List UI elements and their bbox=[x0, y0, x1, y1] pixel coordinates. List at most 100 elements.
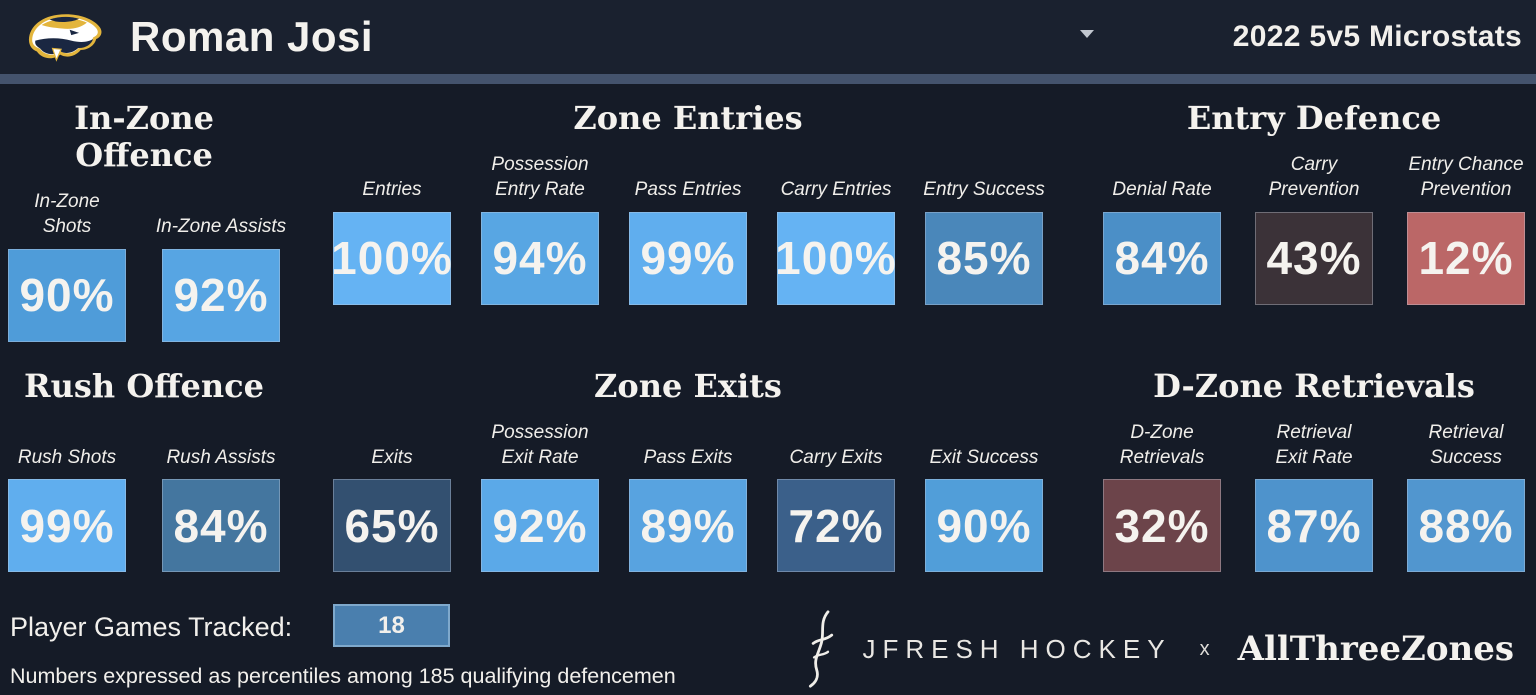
percentile-box: 87% bbox=[1255, 479, 1373, 573]
player-name: Roman Josi bbox=[130, 13, 374, 60]
games-tracked-label: Player Games Tracked: bbox=[10, 612, 293, 643]
percentile-note: Numbers expressed as percentiles among 1… bbox=[10, 664, 676, 689]
stat-label: Entry Chance Prevention bbox=[1408, 154, 1524, 201]
section-d-zone-retrievals: D-Zone Retrievals D-Zone Retrievals 32% … bbox=[1103, 366, 1525, 573]
percentile-box: 12% bbox=[1407, 211, 1525, 305]
stat-rush-assists: Rush Assists 84% bbox=[162, 414, 280, 573]
stat-label: Rush Assists bbox=[166, 446, 276, 468]
percentile-box: 65% bbox=[333, 479, 451, 573]
stats-row-offence-entries: In-Zone Offence In-Zone Shots 90% In-Zon… bbox=[0, 100, 1536, 342]
stat-label: In-Zone Assists bbox=[155, 215, 287, 237]
stat-label: Denial Rate bbox=[1112, 179, 1212, 201]
stat-label: Possession Entry Rate bbox=[491, 154, 589, 201]
percentile-box: 99% bbox=[629, 211, 747, 305]
section-title: Zone Exits bbox=[594, 366, 782, 405]
stat-label: In-Zone Shots bbox=[34, 191, 100, 237]
stat-entries: Entries 100% bbox=[331, 147, 453, 305]
percentile-value: 65% bbox=[344, 499, 440, 552]
percentile-value: 99% bbox=[640, 232, 736, 285]
percentile-value: 94% bbox=[492, 232, 588, 285]
stats-row-rush-exits: Rush Offence Rush Shots 99% Rush Assists… bbox=[0, 366, 1536, 573]
stat-pass-exits: Pass Exits 89% bbox=[629, 414, 747, 573]
percentile-value: 84% bbox=[173, 499, 269, 552]
percentile-value: 99% bbox=[19, 499, 115, 552]
games-tracked-value: 18 bbox=[378, 611, 405, 639]
stat-label: Carry Entries bbox=[780, 179, 892, 201]
percentile-value: 100% bbox=[775, 232, 897, 285]
percentile-value: 88% bbox=[1418, 499, 1514, 552]
percentile-value: 12% bbox=[1418, 232, 1514, 285]
percentile-value: 90% bbox=[936, 499, 1032, 552]
header: Roman Josi 2022 5v5 Microstats bbox=[0, 0, 1536, 84]
percentile-box: 89% bbox=[629, 479, 747, 573]
stat-possession-entry-rate: Possession Entry Rate 94% bbox=[481, 147, 599, 305]
section-in-zone-offence: In-Zone Offence In-Zone Shots 90% In-Zon… bbox=[0, 99, 286, 342]
stat-denial-rate: Denial Rate 84% bbox=[1103, 147, 1221, 305]
stat-label: D-Zone Retrievals bbox=[1119, 422, 1205, 468]
percentile-box: 94% bbox=[481, 211, 599, 305]
stat-carry-exits: Carry Exits 72% bbox=[777, 414, 895, 573]
percentile-value: 85% bbox=[936, 232, 1032, 285]
percentile-box: 90% bbox=[8, 248, 126, 342]
stat-label: Possession Exit Rate bbox=[491, 422, 589, 468]
stat-carry-prevention: Carry Prevention 43% bbox=[1255, 147, 1373, 305]
section-title: Rush Offence bbox=[24, 366, 264, 405]
stat-label: Pass Exits bbox=[643, 446, 733, 468]
percentile-box: 100% bbox=[775, 211, 897, 305]
jfresh-wordmark: JFRESH HOCKEY bbox=[862, 633, 1172, 664]
percentile-box: 84% bbox=[1103, 211, 1221, 305]
stat-label: Exit Success bbox=[929, 446, 1039, 468]
stat-label: Carry Prevention bbox=[1268, 154, 1360, 201]
branding: JFRESH HOCKEY x AllThreeZones bbox=[805, 608, 1514, 690]
stat-in-zone-shots: In-Zone Shots 90% bbox=[8, 184, 126, 342]
stat-exits: Exits 65% bbox=[333, 414, 451, 573]
percentile-box: 92% bbox=[481, 479, 599, 573]
section-title: Entry Defence bbox=[1186, 99, 1442, 137]
stat-pass-entries: Pass Entries 99% bbox=[629, 147, 747, 305]
section-zone-entries: Zone Entries Entries 100% Possession Ent… bbox=[331, 99, 1045, 305]
percentile-value: 92% bbox=[173, 269, 269, 322]
jfresh-logo-icon bbox=[809, 610, 834, 688]
chevron-down-icon[interactable] bbox=[1080, 30, 1094, 38]
stat-entry-success: Entry Success 85% bbox=[923, 147, 1045, 305]
stat-label: Exits bbox=[371, 446, 413, 468]
team-logo-predators-icon bbox=[28, 13, 102, 62]
stat-label: Carry Exits bbox=[789, 446, 883, 468]
stat-label: Retrieval Success bbox=[1428, 422, 1504, 468]
stat-entry-chance-prevention: Entry Chance Prevention 12% bbox=[1407, 147, 1525, 305]
stat-label: Retrieval Exit Rate bbox=[1275, 422, 1353, 468]
section-title: Zone Entries bbox=[573, 99, 803, 137]
percentile-value: 87% bbox=[1266, 499, 1362, 552]
percentile-box: 92% bbox=[162, 248, 280, 342]
stat-possession-exit-rate: Possession Exit Rate 92% bbox=[481, 414, 599, 573]
percentile-box: 100% bbox=[331, 211, 453, 305]
percentile-box: 88% bbox=[1407, 479, 1525, 573]
stat-label: Rush Shots bbox=[17, 446, 117, 468]
stat-label: Entries bbox=[362, 179, 422, 201]
percentile-box: 99% bbox=[8, 479, 126, 573]
section-title: In-Zone Offence bbox=[74, 99, 214, 174]
stat-carry-entries: Carry Entries 100% bbox=[775, 147, 897, 305]
stat-d-zone-retrievals: D-Zone Retrievals 32% bbox=[1103, 414, 1221, 573]
section-title: D-Zone Retrievals bbox=[1153, 366, 1475, 405]
percentile-value: 90% bbox=[19, 269, 115, 322]
section-entry-defence: Entry Defence Denial Rate 84% Carry Prev… bbox=[1103, 100, 1525, 305]
allthreezones-wordmark: AllThreeZones bbox=[1237, 629, 1514, 670]
percentile-box: 84% bbox=[162, 479, 280, 573]
stat-rush-shots: Rush Shots 99% bbox=[8, 414, 126, 573]
stat-label: Entry Success bbox=[923, 179, 1045, 201]
footer: Player Games Tracked: 18 Numbers express… bbox=[0, 600, 1536, 695]
percentile-value: 100% bbox=[331, 232, 453, 285]
percentile-value: 72% bbox=[788, 499, 884, 552]
season-label: 2022 5v5 Microstats bbox=[1232, 20, 1522, 53]
percentile-box: 85% bbox=[925, 211, 1043, 305]
percentile-value: 43% bbox=[1266, 232, 1362, 285]
percentile-value: 89% bbox=[640, 499, 736, 552]
brand-separator: x bbox=[1199, 637, 1210, 660]
stat-label: Pass Entries bbox=[634, 179, 742, 201]
percentile-box: 90% bbox=[925, 479, 1043, 573]
stat-retrieval-success: Retrieval Success 88% bbox=[1407, 414, 1525, 573]
percentile-box: 43% bbox=[1255, 211, 1373, 305]
percentile-box: 72% bbox=[777, 479, 895, 573]
